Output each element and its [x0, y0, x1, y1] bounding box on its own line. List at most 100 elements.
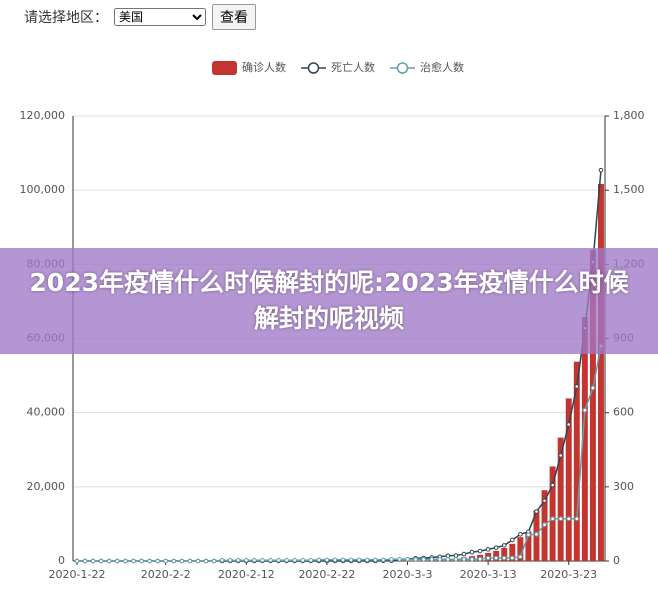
line-point — [453, 553, 459, 558]
bar — [549, 466, 556, 561]
line-point — [324, 557, 330, 563]
bar — [581, 317, 588, 561]
y-tick-label: 20,000 — [27, 480, 66, 493]
line-point — [340, 557, 346, 563]
line-point — [453, 556, 459, 562]
line-point — [187, 558, 193, 564]
line-point — [203, 558, 209, 564]
line-point — [332, 557, 338, 563]
line-point — [542, 522, 547, 527]
line-point — [510, 537, 515, 543]
line — [77, 346, 602, 562]
line-point — [534, 509, 539, 514]
line-point — [308, 557, 314, 563]
y2-tick-label: 1,800 — [613, 109, 645, 122]
bar — [517, 537, 524, 561]
line-point — [268, 557, 273, 563]
line-point — [195, 558, 201, 564]
line-point — [155, 558, 160, 564]
line-point — [171, 558, 177, 564]
line-point — [461, 556, 467, 562]
line-point — [550, 482, 555, 488]
x-tick-label: 2020-2-2 — [141, 568, 191, 581]
line-point — [493, 555, 499, 561]
line-point — [219, 557, 225, 563]
line-point — [276, 557, 281, 563]
line-point — [518, 532, 523, 537]
line-point — [179, 558, 185, 564]
line-point — [421, 556, 426, 562]
line-point — [106, 558, 112, 564]
legend-label: 治愈人数 — [420, 60, 464, 74]
line-point — [510, 555, 515, 561]
legend-swatch — [212, 61, 237, 75]
line-point — [381, 557, 386, 563]
banner-text: 2023年疫情什么时候解封的呢:2023年疫情什么时候解封的呢视频 — [29, 268, 629, 333]
line-point — [98, 558, 104, 564]
region-select[interactable]: 美国 — [114, 8, 206, 26]
line-point — [477, 556, 483, 562]
line-point — [566, 516, 572, 522]
line-point — [485, 555, 491, 561]
y2-tick-label: 300 — [613, 480, 634, 493]
line-point — [437, 556, 443, 562]
line-point — [82, 558, 88, 564]
line-point — [477, 548, 483, 554]
line-point — [139, 558, 144, 564]
line-point — [550, 516, 555, 522]
line-point — [493, 545, 499, 550]
bar — [509, 543, 516, 561]
line-point — [566, 422, 572, 427]
line-point — [501, 555, 507, 561]
line-point — [485, 547, 491, 552]
line-point — [131, 558, 136, 564]
line-point — [461, 551, 467, 557]
controls: 请选择地区： 美国 查看 — [24, 4, 256, 30]
line-point — [590, 385, 596, 391]
line-point — [90, 558, 96, 564]
line-point — [526, 532, 531, 538]
region-label: 请选择地区： — [24, 10, 108, 26]
line-point — [372, 557, 378, 563]
bar — [573, 361, 580, 561]
line-point — [163, 558, 168, 564]
bar — [501, 548, 508, 561]
line-point — [292, 557, 297, 563]
line-point — [542, 498, 547, 503]
line-point — [235, 557, 241, 563]
legend-label: 死亡人数 — [331, 60, 375, 74]
bar — [557, 437, 564, 561]
x-tick-label: 2020-3-23 — [540, 568, 597, 581]
line-point — [300, 557, 306, 563]
x-tick-label: 2020-1-22 — [49, 568, 106, 581]
x-tick-label: 2020-2-22 — [298, 568, 355, 581]
banner: 2023年疫情什么时候解封的呢:2023年疫情什么时候解封的呢视频 — [0, 248, 658, 354]
view-button[interactable]: 查看 — [212, 4, 256, 30]
legend-label: 确诊人数 — [242, 60, 286, 74]
line-point — [501, 543, 507, 548]
y-tick-label: 40,000 — [27, 406, 66, 419]
line-point — [211, 558, 217, 564]
line-point — [445, 556, 451, 562]
line-point — [558, 453, 563, 458]
line-point — [429, 556, 434, 562]
legend-swatch — [396, 62, 409, 74]
y2-tick-label: 1,500 — [613, 183, 645, 196]
line-point — [284, 557, 289, 563]
y-tick-label: 100,000 — [20, 183, 66, 196]
line-point — [115, 558, 120, 564]
line-point — [518, 554, 523, 560]
line-point — [469, 549, 475, 555]
x-tick-label: 2020-2-12 — [218, 568, 275, 581]
line-point — [260, 557, 265, 563]
legend-swatch — [307, 62, 320, 74]
y-tick-label: 0 — [58, 554, 65, 567]
line-point — [227, 557, 233, 563]
bar — [565, 398, 572, 561]
line-point — [389, 556, 394, 562]
line-point — [405, 556, 410, 562]
line-point — [534, 532, 539, 537]
line-point — [413, 556, 418, 562]
line-point — [244, 557, 249, 563]
